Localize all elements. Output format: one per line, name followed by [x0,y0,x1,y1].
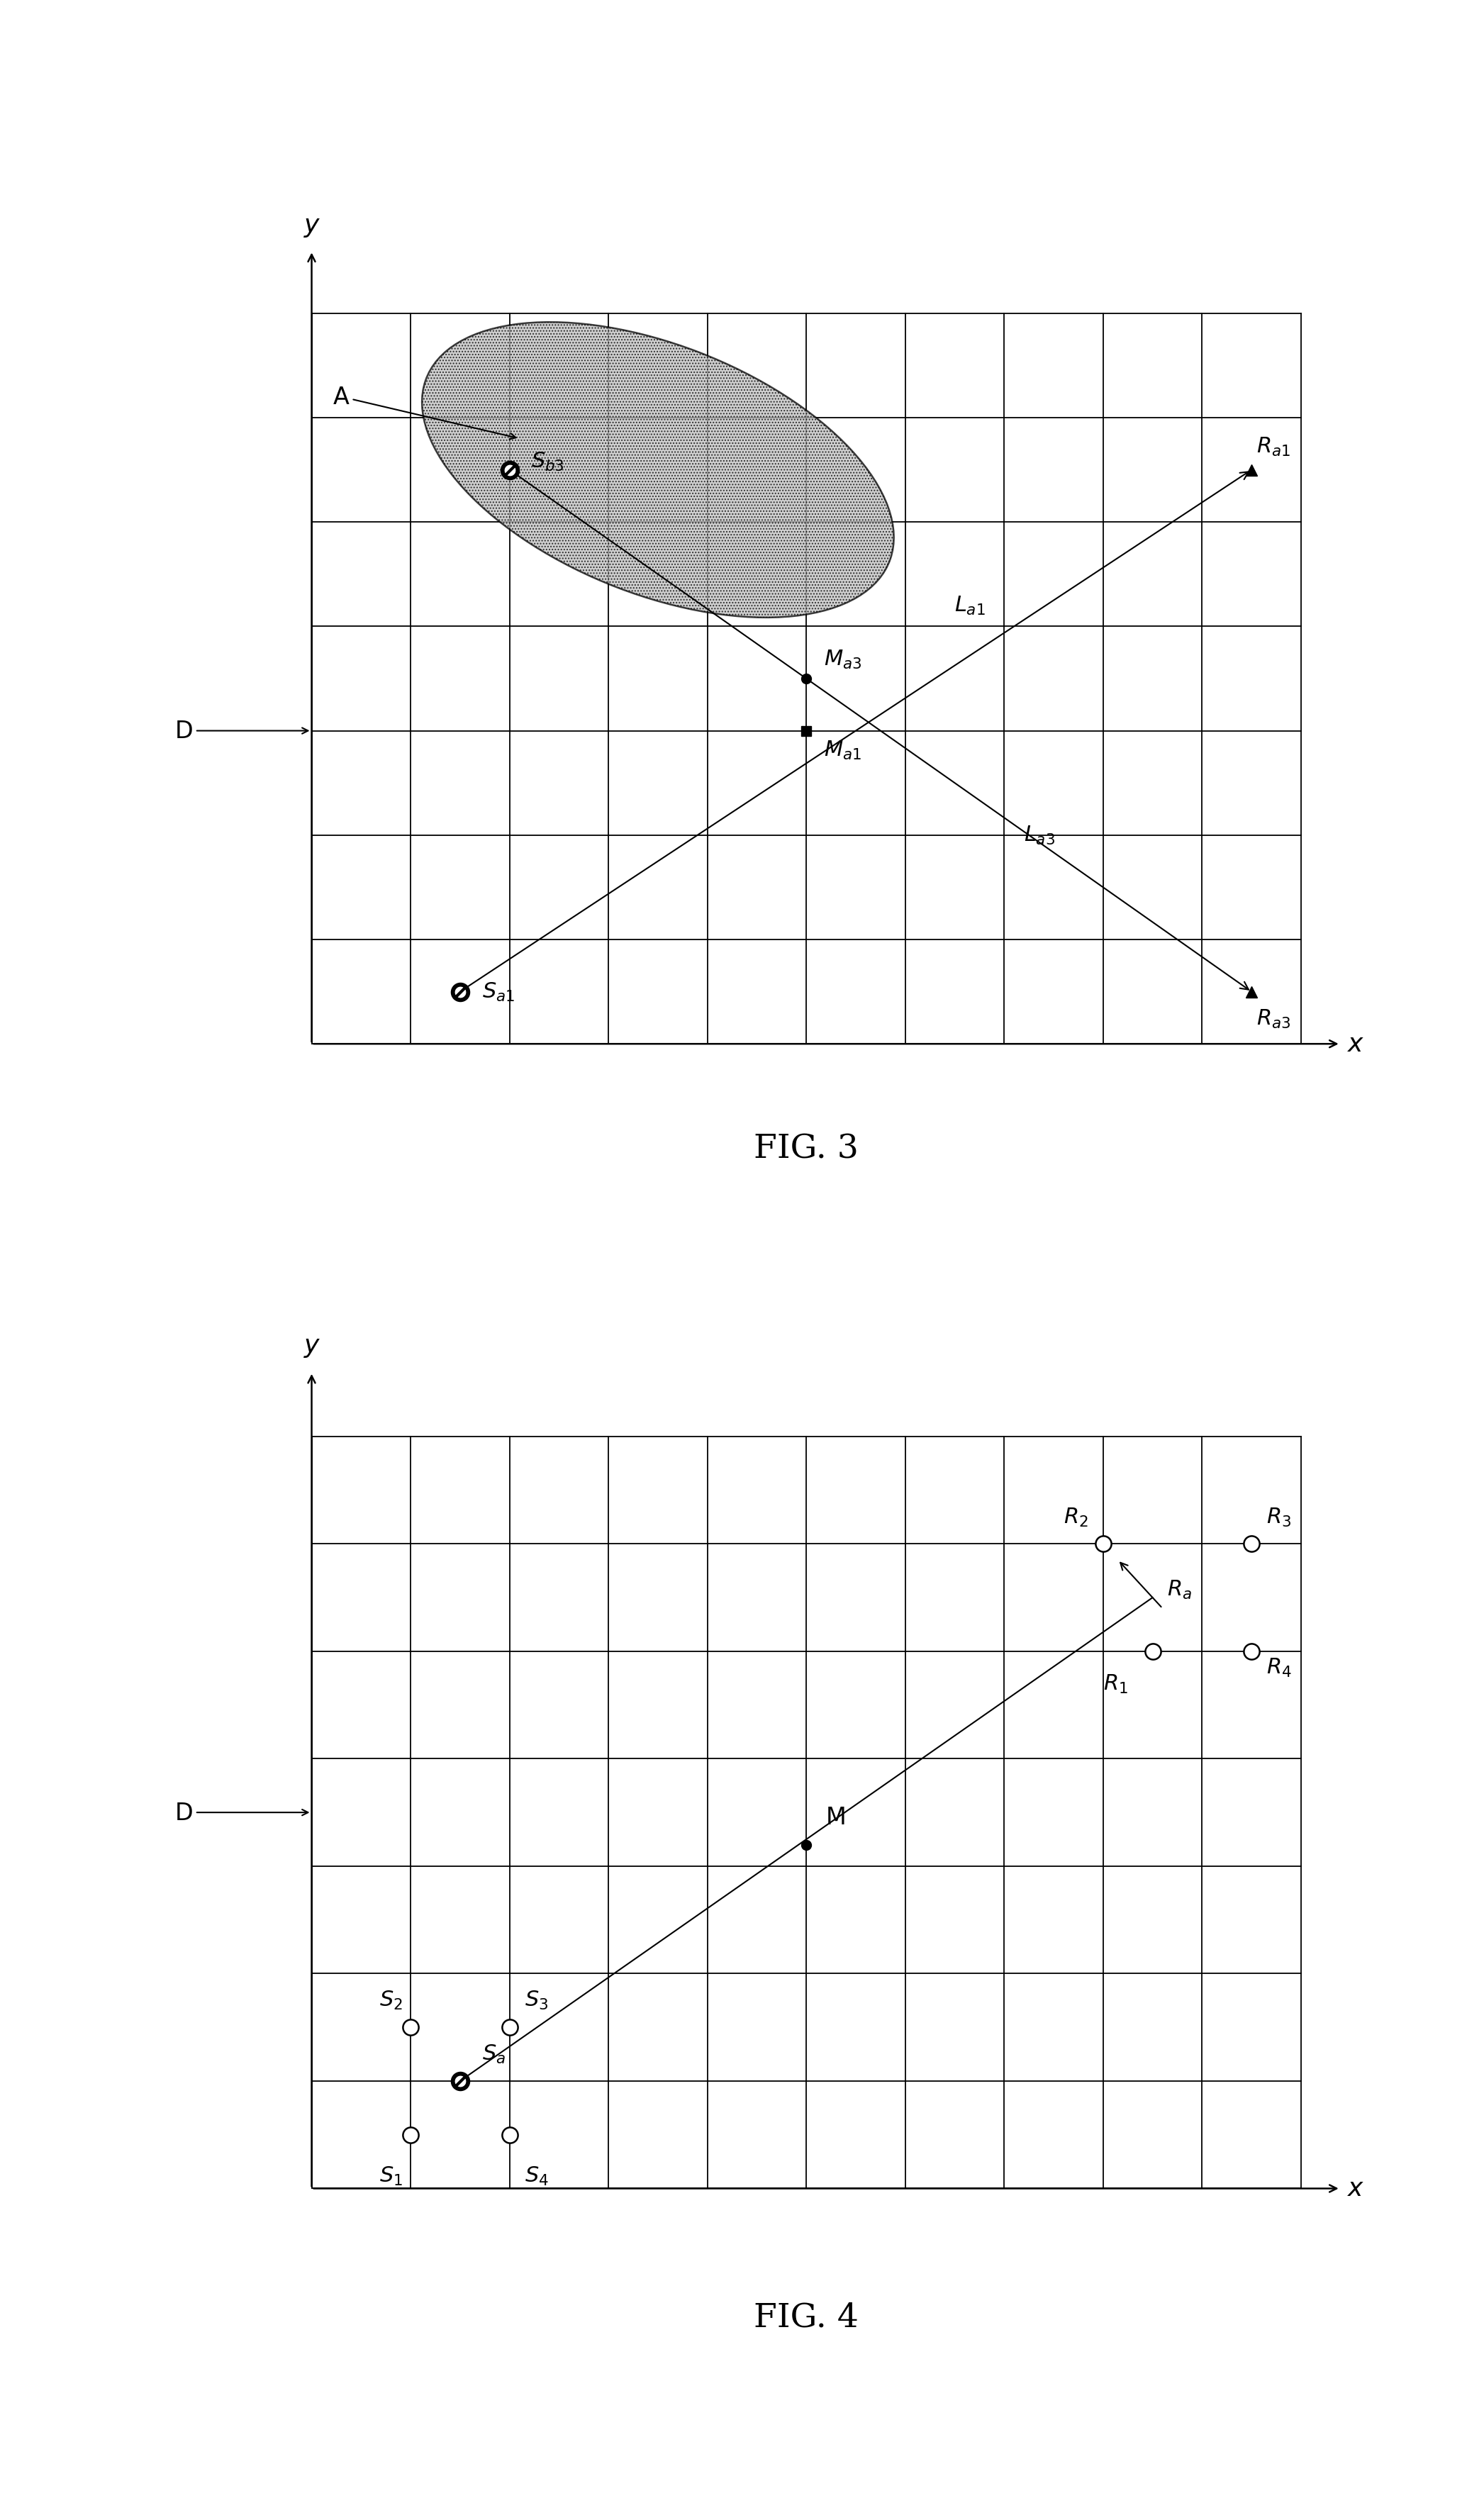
Text: $R_3$: $R_3$ [1266,1506,1291,1529]
Text: $R_{a3}$: $R_{a3}$ [1257,1009,1291,1029]
Text: $S_3$: $S_3$ [524,1989,548,2012]
Text: $R_4$: $R_4$ [1266,1657,1291,1678]
Text: A: A [334,385,516,440]
Text: $S_{a1}$: $S_{a1}$ [482,981,515,1003]
Text: x: x [1347,1031,1362,1056]
Text: $R_2$: $R_2$ [1064,1506,1088,1529]
Text: $R_1$: $R_1$ [1103,1672,1128,1695]
Text: $L_{a3}$: $L_{a3}$ [1024,825,1055,848]
Text: $S_4$: $S_4$ [524,2165,548,2188]
Text: y: y [304,214,319,236]
Text: $L_{a1}$: $L_{a1}$ [954,596,985,616]
Text: x: x [1347,2175,1362,2201]
Text: D: D [175,1801,309,1823]
Text: $S_{b3}$: $S_{b3}$ [531,450,564,473]
Text: $S_a$: $S_a$ [482,2042,505,2065]
Text: FIG. 3: FIG. 3 [754,1132,859,1164]
Text: $R_{a1}$: $R_{a1}$ [1257,435,1291,458]
Text: $S_1$: $S_1$ [378,2165,402,2188]
Text: $R_a$: $R_a$ [1168,1579,1192,1600]
Text: $M_{a3}$: $M_{a3}$ [824,649,862,672]
Text: D: D [175,719,309,742]
Text: y: y [304,1333,319,1358]
Ellipse shape [421,322,893,619]
Text: M: M [827,1806,846,1828]
Text: FIG. 4: FIG. 4 [754,2301,859,2334]
Text: $M_{a1}$: $M_{a1}$ [824,739,862,762]
Text: $S_2$: $S_2$ [378,1989,402,2012]
